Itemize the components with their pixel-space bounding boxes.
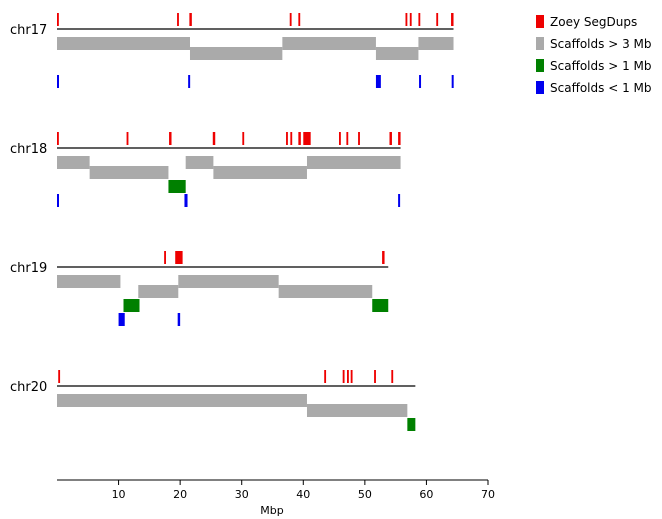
scaffold-gt3 xyxy=(57,156,90,169)
segdup-mark xyxy=(164,251,166,264)
segdup-mark xyxy=(242,132,245,145)
segdup-mark xyxy=(57,132,59,145)
scaffold-lt1 xyxy=(57,75,59,88)
x-tick-label: 30 xyxy=(235,488,249,501)
chromosome-label: chr20 xyxy=(10,380,47,395)
segdup-mark xyxy=(298,132,301,145)
x-tick-label: 70 xyxy=(481,488,495,501)
segdup-mark xyxy=(126,132,129,145)
segdup-mark xyxy=(350,370,353,383)
segdup-mark xyxy=(58,370,61,383)
segdup-mark xyxy=(389,132,392,145)
x-axis: 10 20 30 40 50 60 70 Mbp xyxy=(57,479,495,517)
legend-swatch xyxy=(536,37,544,50)
x-tick-label: 40 xyxy=(296,488,310,501)
x-tick-label: 20 xyxy=(173,488,187,501)
legend-label: Zoey SegDups xyxy=(550,15,637,29)
segdup-mark xyxy=(391,370,394,383)
chromosome-label: chr17 xyxy=(10,23,47,38)
segdup-mark xyxy=(324,370,327,383)
chromosome-chr18: chr18 xyxy=(10,132,401,207)
scaffold-gt3 xyxy=(278,285,373,298)
scaffold-lt1 xyxy=(118,313,125,326)
legend: Zoey SegDups Scaffolds > 3 Mb Scaffolds > … xyxy=(536,15,651,95)
scaffold-gt1 xyxy=(168,180,186,193)
segdup-mark xyxy=(374,370,376,383)
x-tick-label: 10 xyxy=(112,488,126,501)
segdup-mark xyxy=(347,370,349,383)
scaffold-lt1 xyxy=(419,75,422,88)
segdup-mark xyxy=(57,13,59,26)
scaffold-gt3 xyxy=(185,156,214,169)
segdup-mark xyxy=(286,132,288,145)
segdup-mark xyxy=(358,132,360,145)
scaffold-gt3 xyxy=(89,166,169,179)
scaffold-lt1 xyxy=(57,194,59,207)
scaffold-gt1 xyxy=(407,418,416,431)
scaffold-gt3 xyxy=(418,37,454,50)
legend-swatch xyxy=(536,81,544,94)
chromosome-chr17: chr17 xyxy=(10,13,454,88)
scaffold-lt1 xyxy=(177,313,181,326)
scaffold-gt3 xyxy=(138,285,179,298)
scaffold-gt3 xyxy=(57,37,190,50)
x-axis-label: Mbp xyxy=(260,504,283,517)
x-ticks: 10 20 30 40 50 60 70 xyxy=(112,480,495,501)
chromosome-label: chr18 xyxy=(10,142,47,157)
segdup-mark xyxy=(303,132,311,145)
scaffold-gt3 xyxy=(306,404,408,417)
legend-label: Scaffolds > 3 Mb xyxy=(550,37,651,51)
segdup-mark xyxy=(398,132,401,145)
chromosome-chr19: chr19 xyxy=(10,251,389,326)
scaffold-gt3 xyxy=(57,394,307,407)
scaffold-lt1 xyxy=(184,194,188,207)
x-tick-label: 50 xyxy=(358,488,372,501)
scaffold-gt3 xyxy=(213,166,307,179)
scaffold-lt1 xyxy=(451,75,454,88)
scaffold-gt1 xyxy=(123,299,140,312)
legend-item-gt1: Scaffolds > 1 Mb xyxy=(536,59,651,73)
segdup-mark xyxy=(177,13,179,26)
chromosome-tracks: chr17 chr18 chr19 chr20 xyxy=(10,13,454,431)
scaffold-gt3 xyxy=(306,156,401,169)
scaffold-gt1 xyxy=(372,299,389,312)
segdup-mark xyxy=(189,13,192,26)
segdup-mark xyxy=(346,132,349,145)
scaffold-gt3 xyxy=(57,275,121,288)
scaffold-gt3 xyxy=(375,47,419,60)
segdup-mark xyxy=(382,251,385,264)
segdup-mark xyxy=(405,13,408,26)
scaffold-gt3 xyxy=(282,37,376,50)
legend-label: Scaffolds > 1 Mb xyxy=(550,59,651,73)
segdup-mark xyxy=(212,132,216,145)
chromosome-chr20: chr20 xyxy=(10,370,416,431)
legend-label: Scaffolds < 1 Mb xyxy=(550,81,651,95)
segdup-mark xyxy=(175,251,183,264)
segdup-mark xyxy=(290,132,293,145)
segdup-mark xyxy=(436,13,439,26)
legend-item-lt1: Scaffolds < 1 Mb xyxy=(536,81,651,95)
segdup-mark xyxy=(451,13,454,26)
scaffold-lt1 xyxy=(398,194,401,207)
chromosome-label: chr19 xyxy=(10,261,47,276)
legend-item-gt3: Scaffolds > 3 Mb xyxy=(536,37,651,51)
segdup-mark xyxy=(418,13,421,26)
scaffold-lt1 xyxy=(188,75,191,88)
legend-item-segdups: Zoey SegDups xyxy=(536,15,637,29)
segdup-mark xyxy=(169,132,172,145)
scaffold-gt3 xyxy=(178,275,279,288)
segdup-mark xyxy=(409,13,412,26)
scaffold-lt1 xyxy=(375,75,381,88)
segdup-mark xyxy=(342,370,345,383)
x-tick-label: 60 xyxy=(419,488,433,501)
segdup-mark xyxy=(289,13,292,26)
scaffold-gt3 xyxy=(189,47,283,60)
segdup-mark xyxy=(338,132,341,145)
legend-swatch xyxy=(536,59,544,72)
legend-swatch xyxy=(536,15,544,28)
segdup-mark xyxy=(298,13,301,26)
